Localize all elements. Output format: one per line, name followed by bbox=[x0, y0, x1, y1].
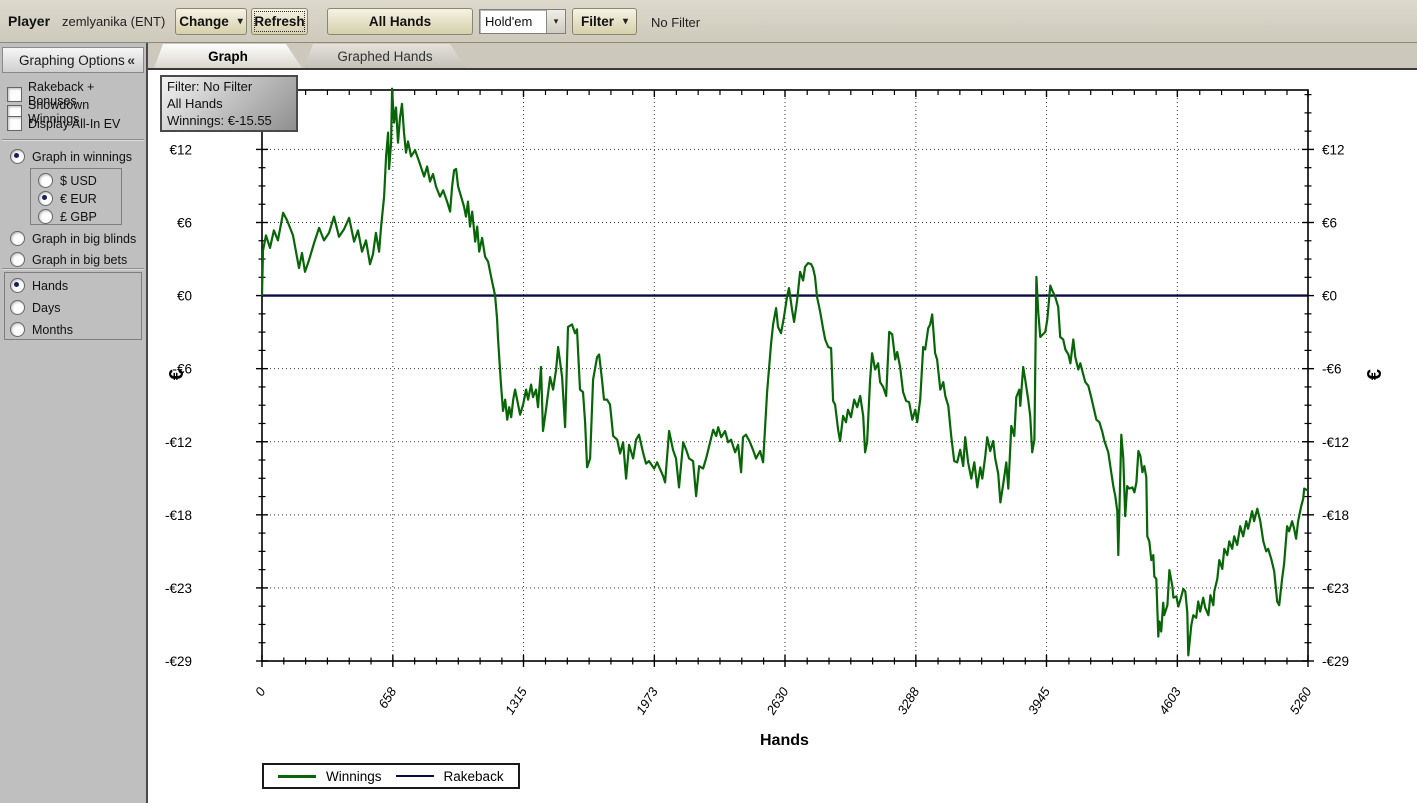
tooltip-filter-line: Filter: No Filter bbox=[167, 79, 253, 94]
divider bbox=[2, 139, 144, 141]
svg-text:-€6: -€6 bbox=[1322, 362, 1342, 377]
player-label: Player bbox=[8, 13, 51, 29]
combo-dropdown-button[interactable]: ▾ bbox=[546, 10, 565, 33]
svg-text:-€23: -€23 bbox=[1322, 581, 1349, 596]
refresh-button[interactable]: Refresh bbox=[251, 8, 308, 35]
currency-groupbox bbox=[30, 168, 122, 225]
svg-text:2630: 2630 bbox=[763, 684, 792, 718]
svg-text:€12: €12 bbox=[169, 142, 192, 157]
svg-text:-€18: -€18 bbox=[1322, 508, 1349, 523]
svg-text:-€12: -€12 bbox=[165, 435, 192, 450]
chevron-down-icon: ▾ bbox=[623, 16, 629, 27]
svg-text:4603: 4603 bbox=[1156, 684, 1184, 717]
svg-text:658: 658 bbox=[375, 684, 400, 711]
tab-graph[interactable]: Graph bbox=[154, 44, 302, 68]
filter-status: No Filter bbox=[651, 15, 701, 30]
chart-tooltip: Filter: No Filter All Hands Winnings: €-… bbox=[160, 75, 298, 132]
checkbox-showdown-winnings[interactable]: Showdown Winnings bbox=[7, 98, 143, 126]
chevron-down-icon: ▾ bbox=[553, 16, 559, 26]
checkbox-icon[interactable] bbox=[7, 86, 22, 102]
radio-icon[interactable] bbox=[10, 149, 25, 164]
svg-text:-€23: -€23 bbox=[165, 581, 192, 596]
svg-text:0: 0 bbox=[252, 684, 269, 699]
radio-graph-in-big-blinds[interactable]: Graph in big blinds bbox=[10, 231, 142, 246]
tab-strip: Graph Graphed Hands bbox=[148, 42, 1417, 70]
svg-text:1315: 1315 bbox=[502, 684, 530, 717]
svg-text:-€29: -€29 bbox=[1322, 654, 1349, 669]
player-name: zemlyanika (ENT) bbox=[62, 14, 166, 29]
radio-graph-in-big-bets[interactable]: Graph in big bets bbox=[10, 252, 142, 267]
radio-icon[interactable] bbox=[10, 300, 25, 315]
interval-groupbox bbox=[4, 272, 142, 340]
radio-graph-in-winnings[interactable]: Graph in winnings bbox=[10, 149, 142, 164]
checkbox-icon[interactable] bbox=[7, 116, 22, 131]
svg-text:€12: €12 bbox=[1322, 142, 1345, 157]
chart-legend: Winnings Rakeback bbox=[262, 763, 520, 789]
checkbox-rakeback-bonuses[interactable]: Rakeback + Bonuses bbox=[7, 80, 143, 108]
radio-hands[interactable]: Hands bbox=[10, 278, 136, 293]
y-axis-label-left: € bbox=[166, 368, 189, 381]
filter-button[interactable]: Filter ▾ bbox=[572, 8, 637, 35]
svg-text:-€18: -€18 bbox=[165, 508, 192, 523]
chevron-down-icon: ▾ bbox=[237, 16, 243, 27]
radio-eur[interactable]: € EUR bbox=[38, 191, 118, 206]
svg-text:1973: 1973 bbox=[633, 684, 661, 717]
x-axis-title: Hands bbox=[760, 732, 809, 749]
graphing-options-sidebar: Graphing Options « Rakeback + Bonuses Sh… bbox=[0, 42, 148, 803]
rakeback-line-swatch bbox=[395, 775, 434, 777]
radio-icon[interactable] bbox=[38, 173, 53, 188]
svg-text:-€29: -€29 bbox=[165, 654, 192, 669]
checkbox-display-allin-ev[interactable]: Display All-In EV bbox=[7, 116, 143, 131]
legend-label-winnings: Winnings bbox=[326, 768, 382, 784]
winnings-line-swatch bbox=[278, 774, 316, 778]
game-type-value: Hold'em bbox=[485, 14, 533, 29]
tooltip-hands-line: All Hands bbox=[167, 96, 223, 111]
radio-icon[interactable] bbox=[10, 231, 25, 246]
legend-label-rakeback: Rakeback bbox=[443, 768, 504, 784]
svg-text:€6: €6 bbox=[1322, 216, 1337, 231]
divider bbox=[2, 268, 144, 270]
chart-canvas[interactable]: €12 €12 €6 €6 €0 €0 -€6 -€6 -€12 -€12 -€18 -€18 -€23… bbox=[148, 70, 1417, 803]
radio-gbp[interactable]: £ GBP bbox=[38, 209, 118, 224]
top-toolbar: Player zemlyanika (ENT) Change ▾ Refresh… bbox=[0, 0, 1417, 43]
svg-text:3288: 3288 bbox=[894, 684, 922, 717]
main-content: Graph Graphed Hands Filter: No Filter Al… bbox=[148, 42, 1417, 803]
radio-icon[interactable] bbox=[38, 209, 53, 224]
tooltip-winnings-line: Winnings: €-15.55 bbox=[167, 113, 272, 128]
all-hands-button[interactable]: All Hands bbox=[327, 8, 473, 35]
winnings-chart[interactable]: Filter: No Filter All Hands Winnings: €-… bbox=[148, 70, 1417, 803]
game-type-select[interactable]: Hold'em ▾ bbox=[479, 9, 566, 34]
svg-text:€0: €0 bbox=[1322, 289, 1337, 304]
radio-icon[interactable] bbox=[10, 322, 25, 337]
radio-icon[interactable] bbox=[10, 252, 25, 267]
svg-text:5260: 5260 bbox=[1286, 684, 1314, 717]
tab-graphed-hands[interactable]: Graphed Hands bbox=[304, 44, 466, 68]
radio-icon[interactable] bbox=[38, 191, 53, 206]
radio-icon[interactable] bbox=[10, 278, 25, 293]
change-button[interactable]: Change ▾ bbox=[175, 8, 247, 35]
collapse-icon[interactable]: « bbox=[127, 52, 135, 68]
y-axis-label-right: € bbox=[1364, 368, 1387, 381]
svg-text:-€12: -€12 bbox=[1322, 435, 1349, 450]
radio-days[interactable]: Days bbox=[10, 300, 136, 315]
svg-text:3945: 3945 bbox=[1025, 684, 1053, 717]
svg-text:€6: €6 bbox=[177, 216, 192, 231]
svg-text:€0: €0 bbox=[177, 289, 192, 304]
radio-usd[interactable]: $ USD bbox=[38, 173, 118, 188]
radio-months[interactable]: Months bbox=[10, 322, 136, 337]
sidebar-header: Graphing Options « bbox=[2, 47, 144, 73]
svg-text:-€6: -€6 bbox=[172, 362, 192, 377]
winnings-line bbox=[261, 87, 1309, 657]
